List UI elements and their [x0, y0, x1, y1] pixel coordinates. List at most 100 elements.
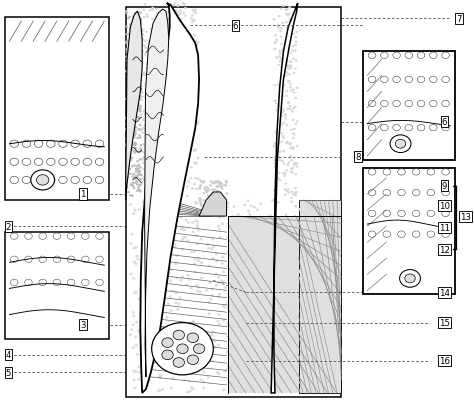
- Circle shape: [162, 248, 165, 251]
- Circle shape: [31, 79, 35, 82]
- Circle shape: [274, 274, 277, 277]
- Circle shape: [298, 222, 301, 225]
- Circle shape: [14, 28, 18, 31]
- Circle shape: [128, 73, 131, 75]
- Circle shape: [376, 105, 380, 108]
- Circle shape: [399, 263, 403, 267]
- Circle shape: [422, 259, 426, 262]
- Circle shape: [215, 182, 218, 184]
- Circle shape: [291, 191, 293, 193]
- Circle shape: [393, 143, 397, 146]
- Circle shape: [395, 284, 399, 287]
- Circle shape: [210, 334, 213, 336]
- Circle shape: [146, 14, 148, 16]
- Circle shape: [417, 93, 421, 97]
- Circle shape: [154, 42, 157, 44]
- Circle shape: [87, 29, 91, 32]
- Circle shape: [213, 346, 216, 349]
- Circle shape: [131, 130, 134, 133]
- Circle shape: [309, 209, 312, 211]
- Circle shape: [126, 168, 128, 170]
- Circle shape: [422, 130, 426, 134]
- Circle shape: [36, 68, 40, 71]
- Circle shape: [441, 128, 445, 131]
- Circle shape: [418, 126, 422, 129]
- Circle shape: [280, 124, 283, 126]
- Circle shape: [53, 325, 57, 328]
- Circle shape: [230, 375, 233, 377]
- Circle shape: [132, 277, 135, 280]
- Circle shape: [161, 156, 164, 159]
- Circle shape: [294, 50, 297, 53]
- Circle shape: [217, 194, 219, 197]
- Circle shape: [143, 96, 146, 99]
- Circle shape: [67, 307, 71, 310]
- Circle shape: [178, 126, 181, 129]
- Circle shape: [296, 121, 299, 123]
- Circle shape: [68, 81, 72, 85]
- Circle shape: [292, 89, 295, 91]
- Circle shape: [180, 358, 183, 361]
- Circle shape: [171, 147, 173, 150]
- Circle shape: [12, 279, 16, 282]
- Circle shape: [279, 151, 282, 154]
- Circle shape: [126, 186, 128, 189]
- Circle shape: [91, 59, 94, 62]
- Circle shape: [142, 320, 146, 323]
- Circle shape: [196, 290, 200, 293]
- Circle shape: [185, 284, 189, 286]
- Circle shape: [144, 311, 147, 314]
- Circle shape: [66, 104, 70, 107]
- Circle shape: [33, 305, 37, 308]
- Circle shape: [159, 361, 162, 364]
- Circle shape: [256, 289, 259, 292]
- Circle shape: [207, 210, 210, 212]
- Circle shape: [132, 346, 135, 349]
- Circle shape: [11, 46, 15, 49]
- Circle shape: [273, 215, 276, 218]
- Circle shape: [310, 355, 313, 358]
- Circle shape: [193, 258, 197, 261]
- Circle shape: [77, 124, 81, 127]
- Circle shape: [208, 282, 211, 284]
- Circle shape: [160, 98, 163, 100]
- Circle shape: [200, 181, 203, 183]
- Circle shape: [150, 34, 153, 36]
- Circle shape: [200, 211, 203, 213]
- Circle shape: [237, 386, 240, 389]
- Circle shape: [129, 204, 132, 207]
- Circle shape: [183, 122, 186, 124]
- Circle shape: [161, 197, 164, 199]
- Circle shape: [231, 290, 234, 293]
- Circle shape: [173, 131, 176, 133]
- Circle shape: [139, 125, 142, 127]
- Circle shape: [137, 83, 140, 85]
- Circle shape: [267, 305, 270, 308]
- Circle shape: [151, 262, 155, 265]
- Circle shape: [294, 174, 297, 176]
- Circle shape: [168, 158, 171, 160]
- Circle shape: [294, 36, 297, 39]
- Circle shape: [207, 355, 210, 358]
- Circle shape: [281, 22, 284, 25]
- Circle shape: [134, 152, 137, 154]
- Circle shape: [130, 183, 133, 186]
- Circle shape: [91, 290, 95, 293]
- Circle shape: [76, 320, 80, 323]
- Circle shape: [288, 14, 291, 16]
- Circle shape: [249, 223, 252, 225]
- Circle shape: [225, 180, 228, 183]
- Circle shape: [173, 102, 176, 105]
- Circle shape: [381, 233, 385, 237]
- Circle shape: [398, 209, 402, 212]
- Circle shape: [175, 13, 178, 15]
- Circle shape: [17, 128, 21, 132]
- Circle shape: [132, 379, 136, 381]
- Circle shape: [152, 209, 155, 212]
- Circle shape: [135, 321, 138, 324]
- Circle shape: [135, 25, 137, 28]
- Circle shape: [426, 107, 430, 110]
- Circle shape: [227, 300, 230, 303]
- Circle shape: [126, 138, 128, 141]
- Circle shape: [221, 215, 225, 218]
